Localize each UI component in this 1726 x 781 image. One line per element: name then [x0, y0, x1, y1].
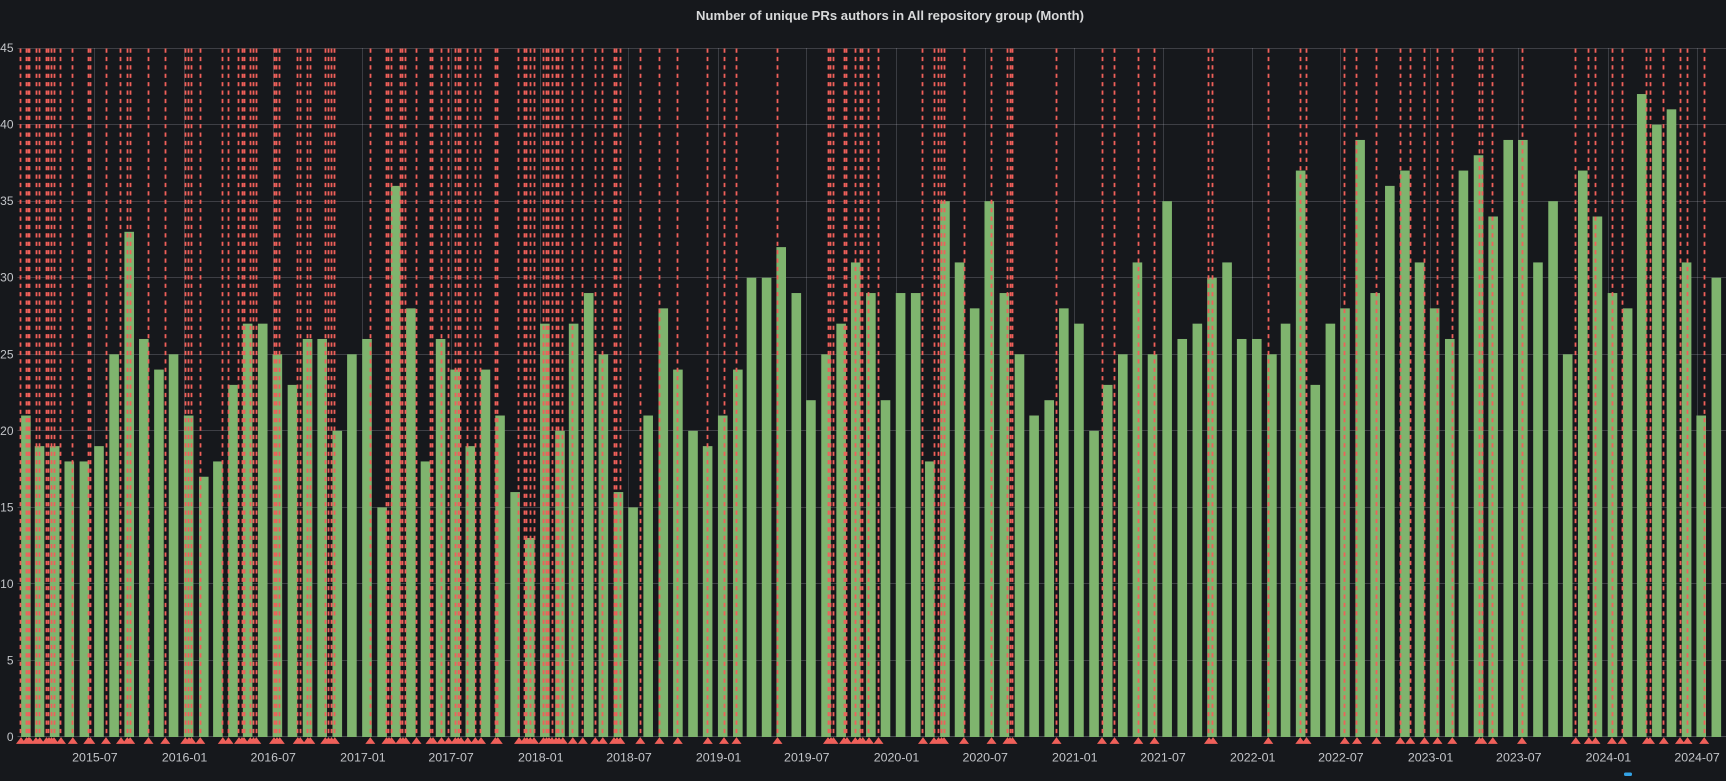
svg-text:2017-01: 2017-01 [340, 751, 386, 765]
svg-text:15: 15 [0, 500, 14, 514]
svg-text:0: 0 [7, 730, 14, 744]
svg-text:2017-07: 2017-07 [428, 751, 474, 765]
svg-text:35: 35 [0, 194, 14, 208]
svg-text:5: 5 [7, 654, 14, 668]
svg-text:20: 20 [0, 424, 14, 438]
svg-text:40: 40 [0, 118, 14, 132]
svg-text:2024-07: 2024-07 [1674, 751, 1720, 765]
svg-text:2016-07: 2016-07 [250, 751, 296, 765]
svg-text:Number of unique PRs authors i: Number of unique PRs authors in All repo… [696, 8, 1084, 23]
svg-text:2016-01: 2016-01 [162, 751, 208, 765]
svg-text:2018-07: 2018-07 [606, 751, 652, 765]
svg-text:2021-01: 2021-01 [1052, 751, 1098, 765]
svg-text:2024-01: 2024-01 [1586, 751, 1632, 765]
svg-text:2020-07: 2020-07 [962, 751, 1008, 765]
svg-text:2021-07: 2021-07 [1140, 751, 1186, 765]
svg-text:2022-07: 2022-07 [1318, 751, 1364, 765]
svg-text:2020-01: 2020-01 [874, 751, 920, 765]
svg-text:30: 30 [0, 271, 14, 285]
svg-text:25: 25 [0, 347, 14, 361]
svg-text:2023-07: 2023-07 [1496, 751, 1542, 765]
svg-text:10: 10 [0, 577, 14, 591]
svg-text:2023-01: 2023-01 [1408, 751, 1454, 765]
svg-text:2018-01: 2018-01 [518, 751, 564, 765]
svg-text:2019-01: 2019-01 [696, 751, 742, 765]
svg-text:45: 45 [0, 41, 14, 55]
svg-text:2019-07: 2019-07 [784, 751, 830, 765]
svg-text:2015-07: 2015-07 [72, 751, 118, 765]
svg-text:2022-01: 2022-01 [1230, 751, 1276, 765]
